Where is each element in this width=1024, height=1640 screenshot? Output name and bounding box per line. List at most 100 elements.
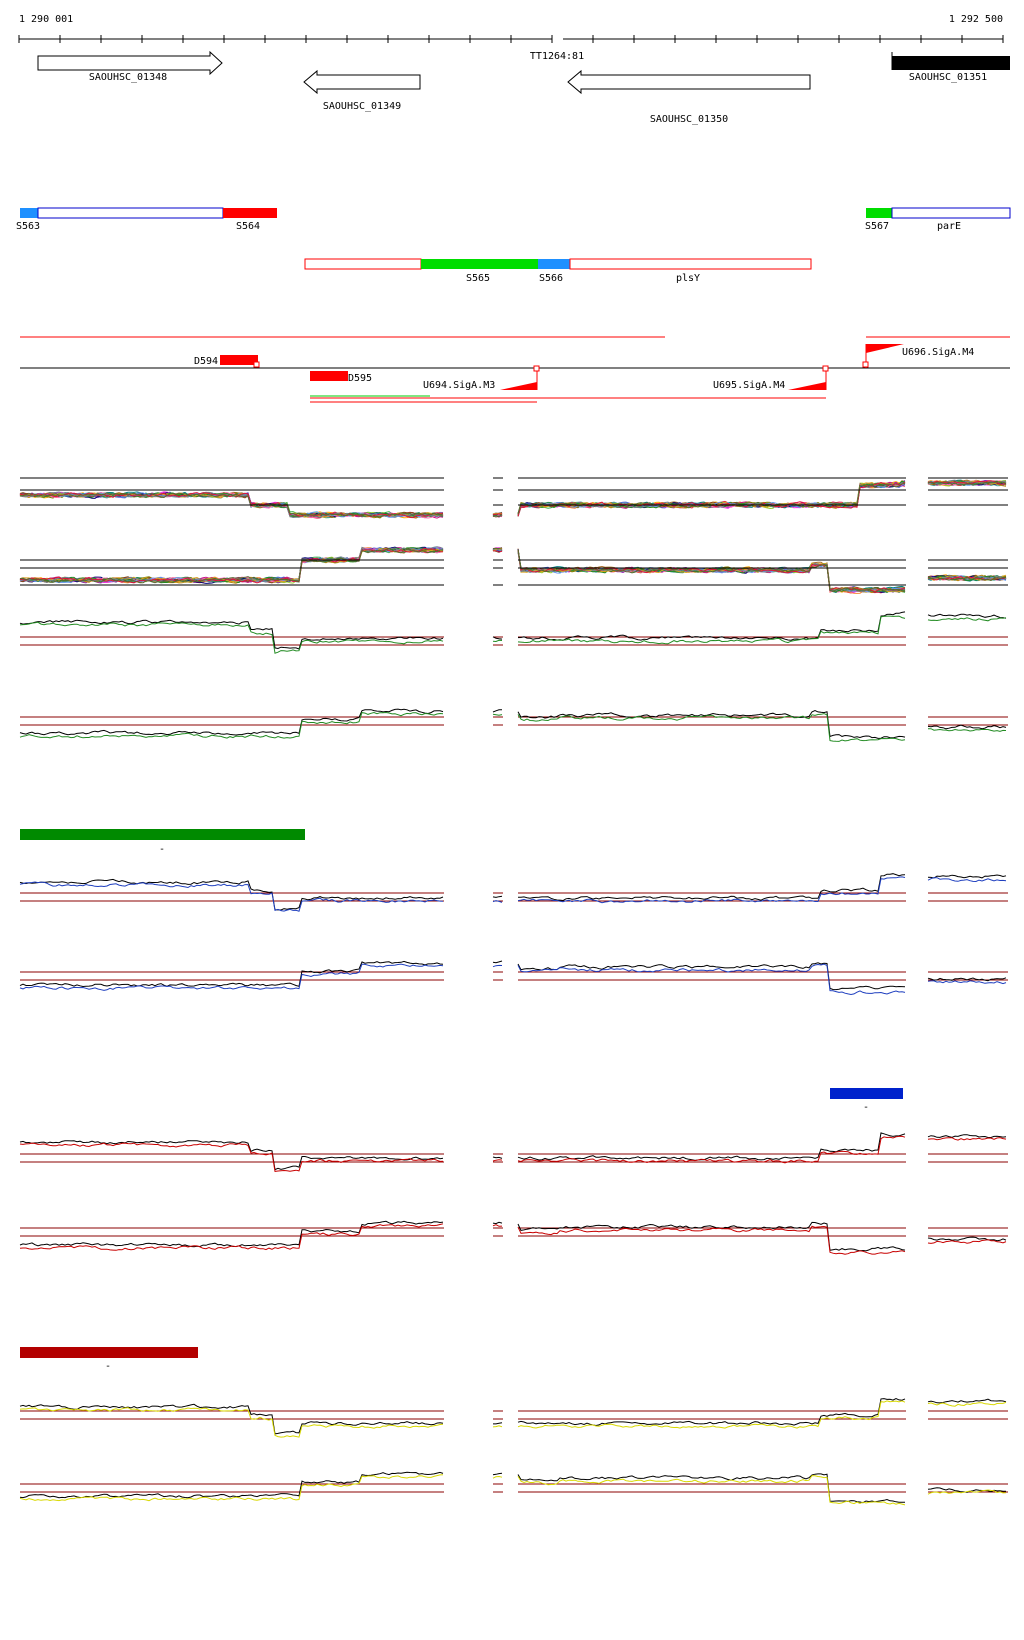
expression-series (19, 547, 444, 583)
feature-label-u696: U696.SigA.M4 (902, 347, 974, 358)
condition-profile (492, 1475, 503, 1479)
expression-series (19, 492, 444, 518)
condition-marker: - (105, 1361, 111, 1372)
expression-series (517, 481, 906, 516)
expression-series (517, 482, 906, 516)
expression-series (517, 482, 906, 516)
mean-profile (927, 1236, 1007, 1242)
condition-bar-blue[interactable]: - (830, 1088, 903, 1113)
segment-s565[interactable] (421, 259, 538, 269)
expression-series (492, 514, 503, 517)
condition-bar-green[interactable]: - (20, 829, 305, 855)
mean-profile (19, 1471, 444, 1499)
condition-bar (830, 1088, 903, 1099)
condition-profile (927, 1137, 1007, 1141)
feature-u695[interactable]: U695.SigA.M4 (713, 365, 829, 391)
expression-series (927, 576, 1007, 581)
mean-profile (517, 873, 906, 902)
segment-label-pare: parE (937, 221, 961, 232)
segment-pare[interactable] (891, 207, 1011, 219)
expression-series (517, 481, 906, 515)
gene-label: SAOUHSC_01348 (89, 72, 167, 83)
expression-series (517, 480, 906, 514)
segment-label-s565: S565 (466, 273, 490, 284)
mean-profile (492, 1156, 503, 1159)
condition-profile (19, 1407, 444, 1438)
expression-series (517, 482, 906, 516)
segment-s565-left[interactable] (304, 258, 422, 270)
feature-label-d594: D594 (194, 356, 218, 367)
condition-profile (19, 1474, 444, 1502)
ruler-end-label: 1 292 500 (949, 14, 1003, 25)
condition-profile (19, 1223, 444, 1251)
mean-profile (927, 1398, 1007, 1404)
feature-track: D594 D595 U694.SigA.M3 U695.SigA.M4 U696… (20, 336, 1010, 403)
expression-series (19, 546, 444, 584)
condition-profile (927, 1489, 1007, 1495)
expression-series (517, 481, 906, 515)
mean-profile (492, 1221, 503, 1225)
expression-series (517, 481, 906, 517)
condition-bar (20, 829, 305, 840)
condition-profile (517, 876, 906, 904)
expression-series (492, 513, 503, 515)
gap-label: TT1264:81 (530, 51, 584, 62)
condition-profile (19, 711, 444, 739)
feature-d594[interactable]: D594 (194, 355, 260, 368)
mean-profile (492, 960, 503, 964)
condition-profile (517, 1400, 906, 1429)
gene-label: SAOUHSC_01349 (323, 101, 401, 112)
mean-profile (517, 611, 906, 641)
condition-profile (927, 728, 1007, 732)
expression-series (927, 575, 1007, 581)
mean-profile (517, 962, 906, 991)
mean-profile (927, 1134, 1007, 1138)
condition-profile (927, 1401, 1007, 1407)
expression-series (927, 481, 1007, 486)
feature-label-u695: U695.SigA.M4 (713, 380, 785, 391)
segment-s566[interactable] (538, 259, 570, 269)
segment-s567[interactable] (866, 208, 892, 218)
segment-s563-body[interactable] (37, 207, 224, 219)
condition-profile (19, 1142, 444, 1172)
segment-s563[interactable] (20, 208, 38, 218)
condition-bar-red[interactable]: - (20, 1347, 198, 1372)
condition-bar (20, 1347, 198, 1358)
mean-profile (19, 619, 444, 650)
mean-profile (19, 878, 444, 911)
segment-plsy[interactable] (569, 258, 812, 270)
expression-series (517, 480, 906, 516)
condition-profile (517, 1135, 906, 1164)
feature-u696[interactable]: U696.SigA.M4 (862, 344, 974, 368)
gene-saouhsc-01351[interactable]: SAOUHSC_01351 (891, 52, 1010, 83)
expression-series (19, 548, 444, 583)
expression-series (517, 481, 906, 517)
gene-saouhsc-01349[interactable]: SAOUHSC_01349 (303, 69, 421, 112)
condition-marker: - (159, 844, 165, 855)
condition-profile (927, 877, 1007, 883)
expression-series (517, 482, 906, 517)
expression-series (517, 481, 906, 514)
expression-series (19, 548, 444, 583)
expression-series (517, 480, 906, 516)
mean-profile (517, 1473, 905, 1504)
mean-profile (927, 874, 1007, 879)
mean-profile (19, 960, 444, 988)
segment-s564[interactable] (223, 208, 277, 218)
mean-profile (19, 1140, 444, 1171)
gene-saouhsc-01350[interactable]: SAOUHSC_01350 (567, 69, 811, 125)
expression-series (19, 547, 444, 583)
feature-d595[interactable]: D595 (310, 371, 372, 384)
expression-series (19, 547, 444, 583)
expression-series (19, 547, 444, 584)
condition-profile (927, 980, 1007, 985)
expression-series (19, 547, 444, 584)
condition-profile (927, 1239, 1007, 1244)
gene-saouhsc-01348[interactable]: SAOUHSC_01348 (37, 50, 223, 83)
gene-label: SAOUHSC_01351 (909, 72, 987, 83)
segment-track: S563 S564 S565 S566 plsY S567 parE (16, 207, 1011, 284)
expression-series (517, 480, 906, 517)
condition-profile (492, 964, 503, 968)
feature-u694[interactable]: U694.SigA.M3 (423, 365, 540, 391)
